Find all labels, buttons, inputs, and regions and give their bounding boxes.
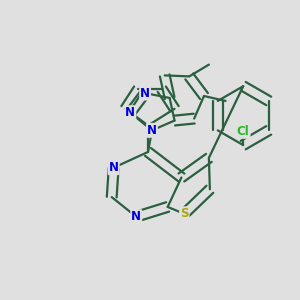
Text: N: N xyxy=(147,124,157,137)
Text: Cl: Cl xyxy=(237,125,250,138)
Text: N: N xyxy=(109,161,119,174)
Text: S: S xyxy=(180,207,189,220)
Text: N: N xyxy=(125,106,135,119)
Text: N: N xyxy=(131,210,141,223)
Text: N: N xyxy=(140,87,150,100)
